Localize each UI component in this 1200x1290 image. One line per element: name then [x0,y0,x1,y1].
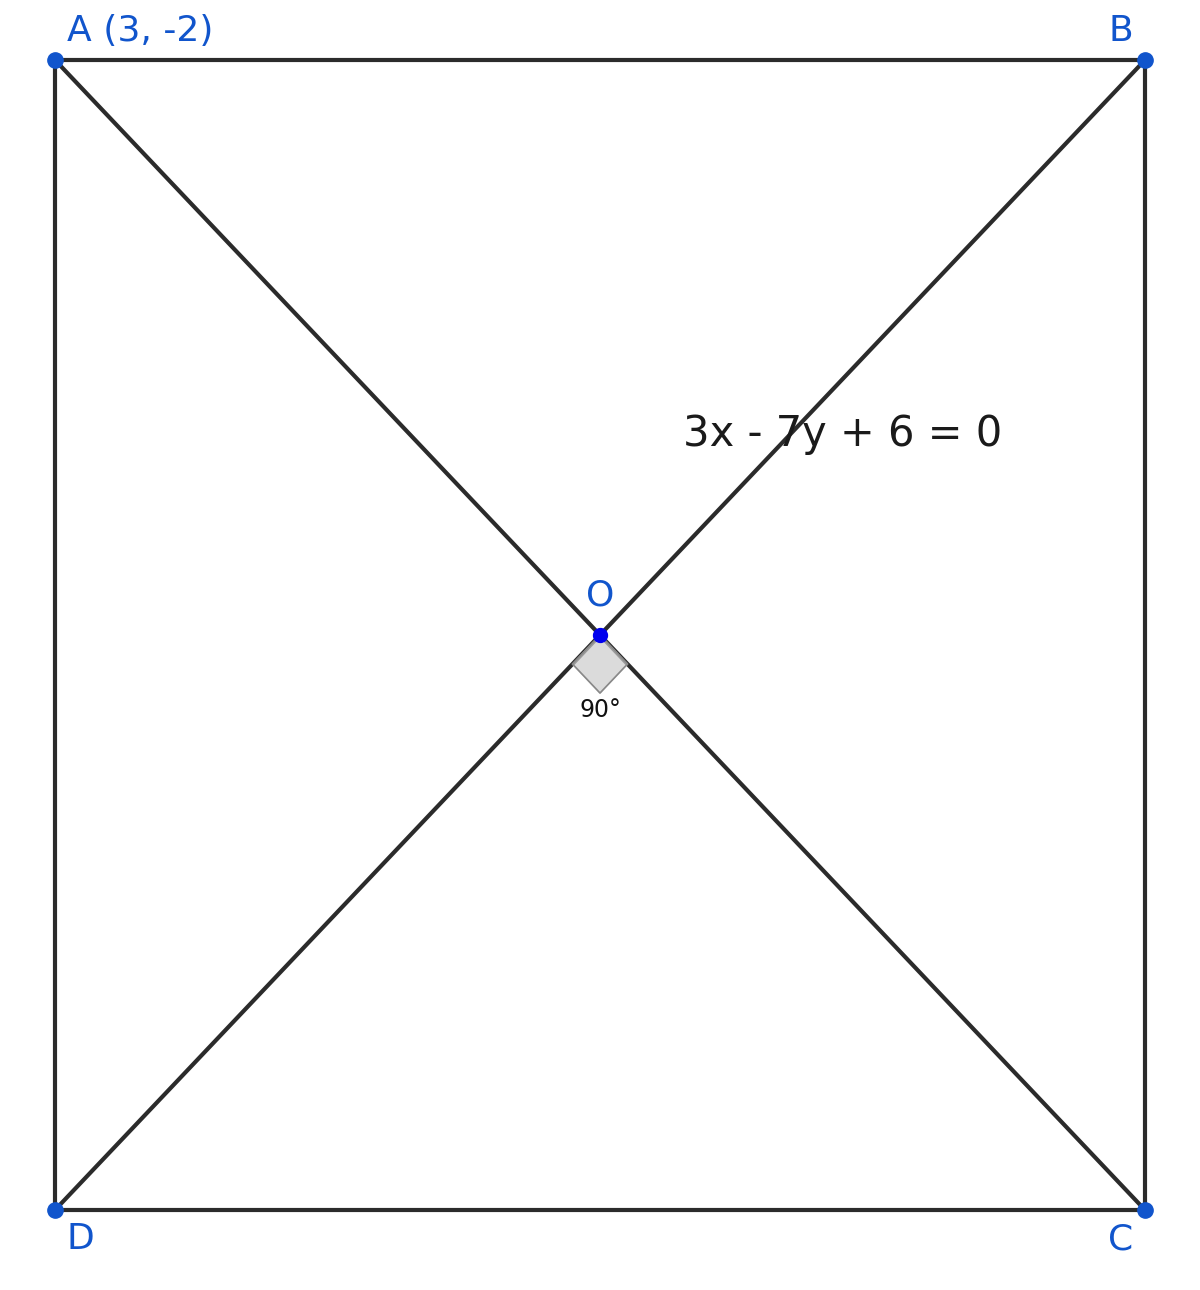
Text: B: B [1109,14,1133,48]
Text: C: C [1108,1222,1133,1256]
Text: O: O [586,579,614,613]
Text: D: D [67,1222,95,1256]
Text: A (3, -2): A (3, -2) [67,14,214,48]
Text: 3x - 7y + 6 = 0: 3x - 7y + 6 = 0 [683,413,1002,455]
Text: 90°: 90° [580,698,620,722]
Polygon shape [572,635,628,693]
